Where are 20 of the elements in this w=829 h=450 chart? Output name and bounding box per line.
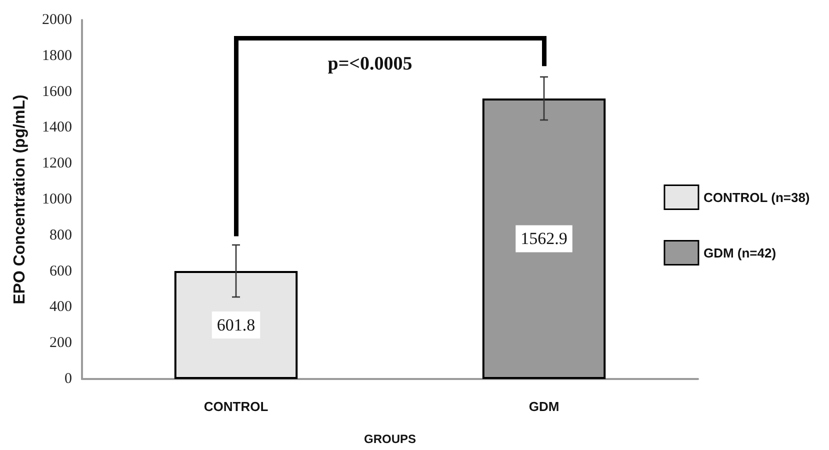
y-tick-label: 1400 <box>42 120 72 136</box>
y-axis-title: EPO Concentration (pg/mL) <box>12 94 28 304</box>
legend-label: CONTROL (n=38) <box>703 190 810 205</box>
y-tick-label: 800 <box>50 227 72 244</box>
annotation: p=<0.0005 <box>328 54 412 74</box>
x-axis-title: GROUPS <box>364 432 416 446</box>
legend-label: GDM (n=42) <box>703 245 776 260</box>
y-tick-label: 0 <box>64 371 72 387</box>
y-tick-label: 200 <box>50 335 72 352</box>
y-tick-label: 600 <box>50 263 72 280</box>
x-tick-label: GDM <box>528 399 560 414</box>
y-tick-label: 2000 <box>42 12 72 28</box>
x-tick-label: CONTROL <box>204 399 268 414</box>
y-tick-label: 1800 <box>42 48 72 64</box>
y-tick-label: 1000 <box>42 192 72 208</box>
y-tick-label: 1600 <box>42 84 72 100</box>
y-tick-label: 400 <box>50 299 72 316</box>
y-tick-label: 1200 <box>42 156 72 172</box>
data-label: 601.8 <box>216 315 256 334</box>
data-label: 1562.9 <box>520 229 568 248</box>
